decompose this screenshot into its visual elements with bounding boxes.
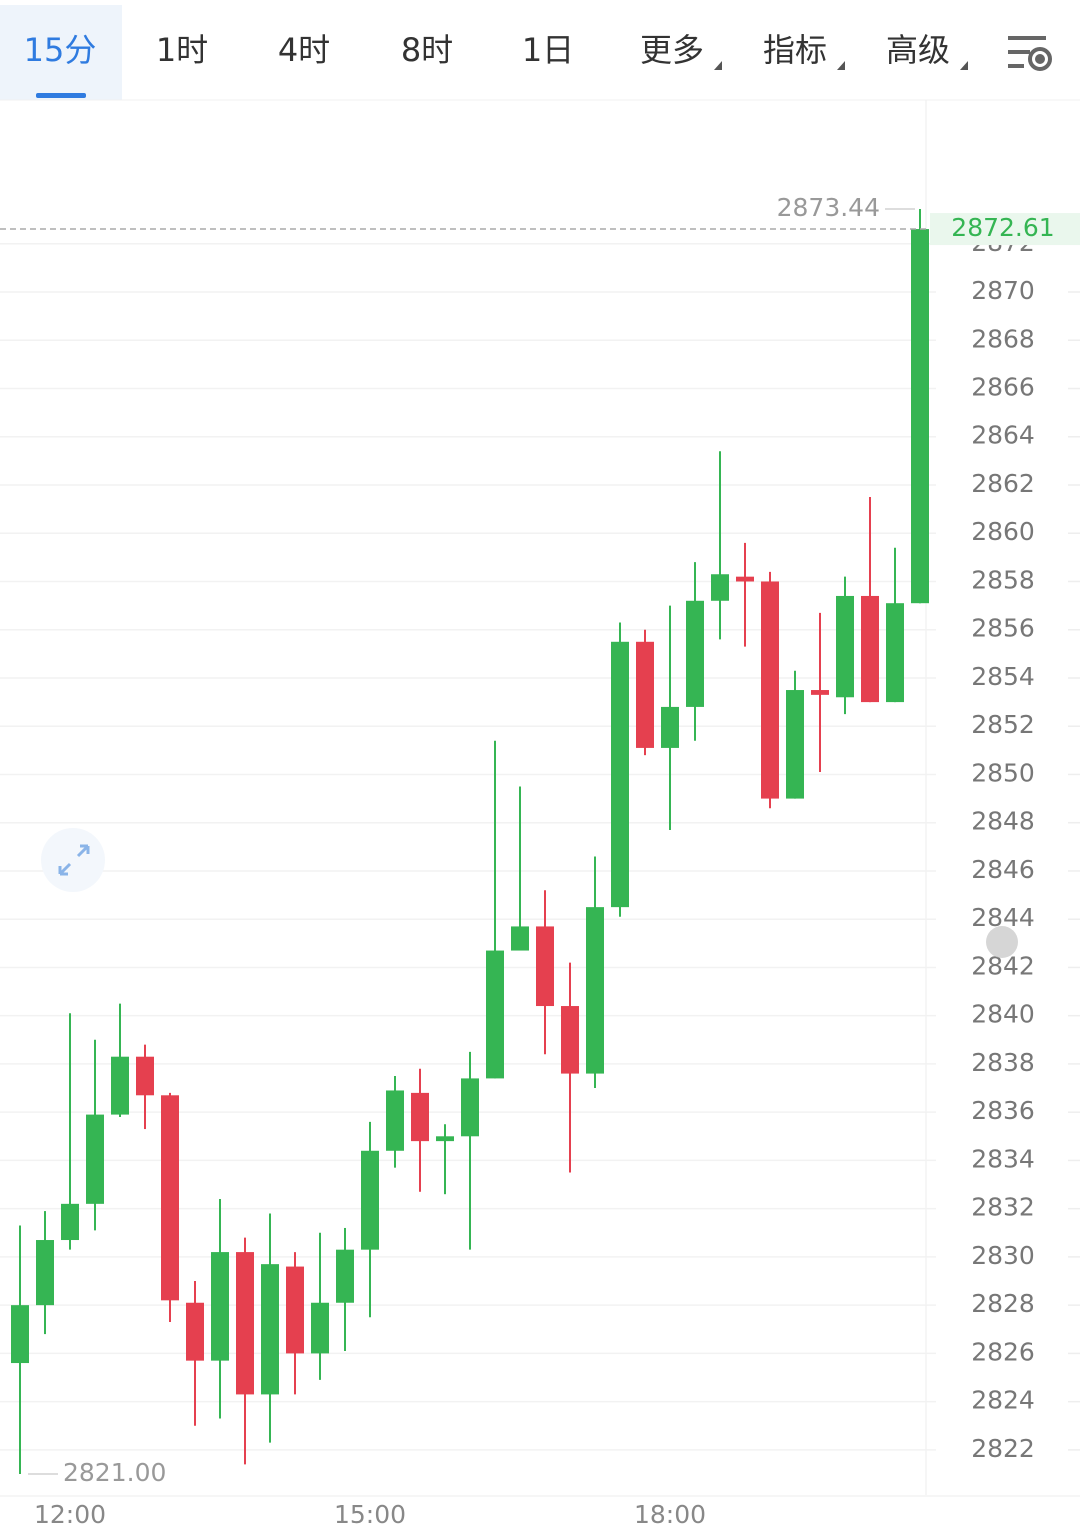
candle-body <box>611 641 629 908</box>
expand-button[interactable] <box>41 828 105 892</box>
tab[interactable]: 1日 <box>522 31 574 69</box>
y-tick-label: 2868 <box>971 324 1035 353</box>
y-tick-label: 2860 <box>971 517 1035 546</box>
candle-body <box>311 1302 329 1354</box>
low-label: 2821.00 <box>63 1458 166 1487</box>
y-tick-label: 2862 <box>971 469 1035 498</box>
candle-body <box>561 1006 579 1074</box>
candle-body <box>36 1240 54 1306</box>
y-tick-label: 2830 <box>971 1241 1035 1270</box>
tab[interactable]: 高级 <box>886 31 950 69</box>
candle-body <box>736 576 754 582</box>
y-tick-label: 2852 <box>971 710 1035 739</box>
candle-body <box>386 1090 404 1151</box>
last-price-label: 2872.61 <box>951 213 1054 242</box>
x-tick-label: 18:00 <box>634 1500 706 1529</box>
candle-body <box>111 1056 129 1115</box>
candle-body <box>411 1092 429 1142</box>
candle-body <box>886 603 904 703</box>
candle-body <box>286 1266 304 1354</box>
x-tick-label: 12:00 <box>34 1500 106 1529</box>
dropdown-triangle <box>714 61 722 70</box>
candle-body <box>336 1249 354 1303</box>
candle-body <box>586 907 604 1074</box>
candle-body <box>786 690 804 799</box>
tab[interactable]: 更多 <box>640 31 704 69</box>
y-tick-label: 2828 <box>971 1289 1035 1318</box>
dropdown-triangle <box>960 61 968 70</box>
expand-icon <box>58 844 90 876</box>
y-tick-label: 2822 <box>971 1434 1035 1463</box>
active-tab-indicator <box>36 93 86 98</box>
candle-body <box>186 1302 204 1361</box>
y-tick-label: 2866 <box>971 373 1035 402</box>
y-tick-label: 2864 <box>971 421 1035 450</box>
y-tick-label: 2840 <box>971 1000 1035 1029</box>
y-tick-label: 2846 <box>971 855 1035 884</box>
candle-body <box>836 595 854 698</box>
y-tick-label: 2824 <box>971 1386 1035 1415</box>
y-tick-label: 2848 <box>971 807 1035 836</box>
candle-body <box>361 1150 379 1250</box>
candle-body <box>711 574 729 601</box>
candle-body <box>261 1264 279 1395</box>
candle-body <box>686 600 704 707</box>
y-tick-label: 2838 <box>971 1048 1035 1077</box>
candle-body <box>461 1078 479 1137</box>
candle-body <box>436 1136 454 1142</box>
candle-body <box>661 706 679 748</box>
candle-body <box>761 581 779 799</box>
scroll-latest-button[interactable] <box>986 926 1018 958</box>
last-price-bg <box>930 213 1080 246</box>
candle-body <box>636 641 654 748</box>
x-tick-label: 15:00 <box>334 1500 406 1529</box>
y-tick-label: 2854 <box>971 662 1035 691</box>
candle-body <box>211 1252 229 1361</box>
candle-body <box>86 1114 104 1204</box>
tab[interactable]: 8时 <box>401 31 453 69</box>
tab[interactable]: 1时 <box>156 31 208 69</box>
candle-body <box>61 1203 79 1241</box>
candle-body <box>136 1056 154 1096</box>
y-tick-label: 2858 <box>971 565 1035 594</box>
active-tab-bg <box>0 5 122 100</box>
candle-body <box>811 690 829 695</box>
tab[interactable]: 15分 <box>24 31 97 69</box>
y-tick-label: 2832 <box>971 1193 1035 1222</box>
y-tick-label: 2826 <box>971 1337 1035 1366</box>
candle-body <box>861 595 879 703</box>
candle-body <box>11 1305 29 1364</box>
candle-body <box>236 1252 254 1395</box>
dropdown-triangle <box>837 61 845 70</box>
candle-body <box>511 926 529 951</box>
y-tick-label: 2850 <box>971 758 1035 787</box>
y-tick-label: 2836 <box>971 1096 1035 1125</box>
high-label: 2873.44 <box>777 193 880 222</box>
candle-body <box>486 950 504 1079</box>
candle-body <box>536 926 554 1007</box>
settings-icon[interactable] <box>1008 36 1052 71</box>
y-tick-label: 2856 <box>971 614 1035 643</box>
candle-body <box>161 1095 179 1301</box>
tab[interactable]: 4时 <box>278 31 330 69</box>
y-tick-label: 2870 <box>971 276 1035 305</box>
y-tick-label: 2834 <box>971 1144 1035 1173</box>
candle-body <box>911 229 929 604</box>
tab[interactable]: 指标 <box>763 31 827 69</box>
